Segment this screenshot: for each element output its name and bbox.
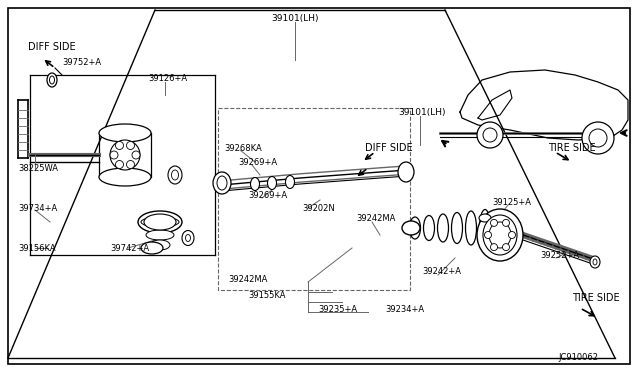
Circle shape — [127, 161, 134, 169]
Circle shape — [110, 151, 118, 159]
Text: DIFF SIDE: DIFF SIDE — [28, 42, 76, 52]
Ellipse shape — [141, 242, 163, 254]
Circle shape — [589, 129, 607, 147]
Text: 38225WA: 38225WA — [18, 164, 58, 173]
Ellipse shape — [150, 240, 170, 250]
Text: 39235+A: 39235+A — [318, 305, 357, 314]
Text: 39752+A: 39752+A — [62, 58, 101, 67]
Ellipse shape — [590, 256, 600, 268]
Ellipse shape — [47, 73, 57, 87]
Text: TIRE SIDE: TIRE SIDE — [548, 143, 596, 153]
Ellipse shape — [172, 170, 179, 180]
Circle shape — [127, 141, 134, 150]
Text: 39269+A: 39269+A — [248, 190, 287, 199]
Ellipse shape — [168, 166, 182, 184]
Ellipse shape — [402, 221, 420, 235]
Ellipse shape — [217, 176, 227, 190]
Ellipse shape — [141, 217, 179, 227]
Text: 39242MA: 39242MA — [356, 214, 396, 222]
Text: 39156KA: 39156KA — [18, 244, 56, 253]
Text: 39101(LH): 39101(LH) — [398, 108, 445, 116]
Ellipse shape — [99, 124, 151, 142]
Ellipse shape — [489, 222, 511, 248]
Ellipse shape — [479, 209, 490, 247]
Text: 39101(LH): 39101(LH) — [271, 13, 319, 22]
Circle shape — [509, 231, 515, 238]
Text: 39155KA: 39155KA — [248, 291, 285, 299]
Text: 39252+A: 39252+A — [540, 250, 579, 260]
Ellipse shape — [465, 211, 477, 245]
Ellipse shape — [213, 172, 231, 194]
Circle shape — [115, 161, 124, 169]
Ellipse shape — [110, 140, 140, 170]
Circle shape — [490, 244, 497, 251]
Circle shape — [502, 244, 509, 251]
Text: TIRE SIDE: TIRE SIDE — [572, 293, 620, 303]
Text: 39242MA: 39242MA — [228, 276, 268, 285]
Circle shape — [582, 122, 614, 154]
Ellipse shape — [49, 76, 54, 84]
Text: 39734+A: 39734+A — [18, 203, 57, 212]
Text: 39126+A: 39126+A — [148, 74, 187, 83]
Circle shape — [484, 231, 492, 238]
Circle shape — [490, 219, 497, 227]
Text: 39125+A: 39125+A — [492, 198, 531, 206]
Ellipse shape — [182, 231, 194, 246]
Ellipse shape — [144, 214, 176, 230]
Text: 39234+A: 39234+A — [385, 305, 424, 314]
Ellipse shape — [424, 215, 435, 241]
Text: 39269+A: 39269+A — [238, 157, 277, 167]
Text: 39742+A: 39742+A — [110, 244, 149, 253]
Ellipse shape — [138, 211, 182, 233]
Text: JC910062: JC910062 — [558, 353, 598, 362]
Ellipse shape — [186, 234, 191, 241]
Ellipse shape — [146, 230, 174, 240]
Circle shape — [483, 128, 497, 142]
Text: 39242+A: 39242+A — [422, 267, 461, 276]
Ellipse shape — [593, 259, 597, 265]
Ellipse shape — [477, 209, 523, 261]
Ellipse shape — [285, 176, 294, 189]
Circle shape — [132, 151, 140, 159]
Text: DIFF SIDE: DIFF SIDE — [365, 143, 413, 153]
Circle shape — [477, 122, 503, 148]
Bar — [218, 108, 410, 290]
Circle shape — [502, 219, 509, 227]
Ellipse shape — [410, 217, 420, 239]
Text: 39268KA: 39268KA — [224, 144, 262, 153]
Ellipse shape — [438, 214, 449, 242]
Ellipse shape — [250, 177, 259, 190]
Ellipse shape — [483, 215, 517, 255]
Circle shape — [115, 141, 124, 150]
Ellipse shape — [268, 176, 276, 189]
Ellipse shape — [99, 168, 151, 186]
Ellipse shape — [451, 212, 463, 244]
Ellipse shape — [479, 214, 491, 222]
Text: 39202N: 39202N — [302, 203, 335, 212]
Ellipse shape — [398, 162, 414, 182]
